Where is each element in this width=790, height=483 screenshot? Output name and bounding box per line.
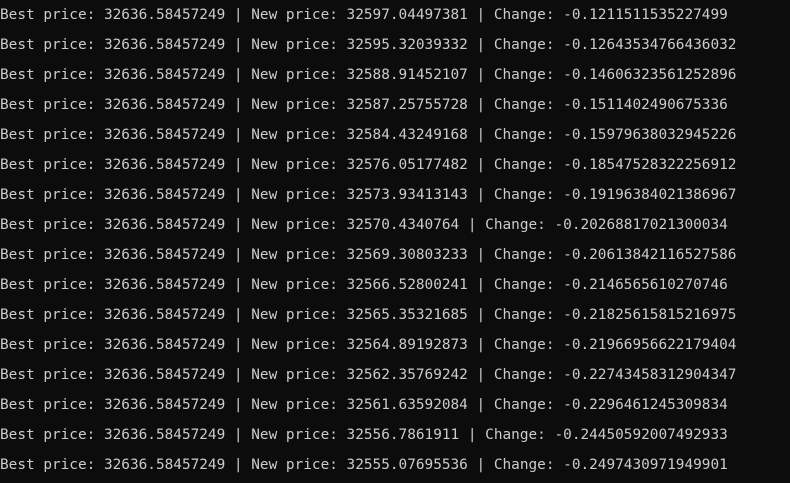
output-line-11: Best price: 32636.58457249 | New price: … bbox=[0, 307, 737, 323]
output-line-7: Best price: 32636.58457249 | New price: … bbox=[0, 187, 737, 203]
output-line-12: Best price: 32636.58457249 | New price: … bbox=[0, 337, 737, 353]
output-line-16: Best price: 32636.58457249 | New price: … bbox=[0, 457, 728, 473]
output-line-3: Best price: 32636.58457249 | New price: … bbox=[0, 67, 737, 83]
output-line-13: Best price: 32636.58457249 | New price: … bbox=[0, 367, 737, 383]
output-line-2: Best price: 32636.58457249 | New price: … bbox=[0, 37, 737, 53]
output-line-8: Best price: 32636.58457249 | New price: … bbox=[0, 217, 728, 233]
output-line-1: Best price: 32636.58457249 | New price: … bbox=[0, 7, 728, 23]
output-line-14: Best price: 32636.58457249 | New price: … bbox=[0, 397, 728, 413]
output-line-10: Best price: 32636.58457249 | New price: … bbox=[0, 277, 728, 293]
output-line-4: Best price: 32636.58457249 | New price: … bbox=[0, 97, 728, 113]
output-line-9: Best price: 32636.58457249 | New price: … bbox=[0, 247, 737, 263]
output-line-6: Best price: 32636.58457249 | New price: … bbox=[0, 157, 737, 173]
output-line-15: Best price: 32636.58457249 | New price: … bbox=[0, 427, 728, 443]
output-line-5: Best price: 32636.58457249 | New price: … bbox=[0, 127, 737, 143]
